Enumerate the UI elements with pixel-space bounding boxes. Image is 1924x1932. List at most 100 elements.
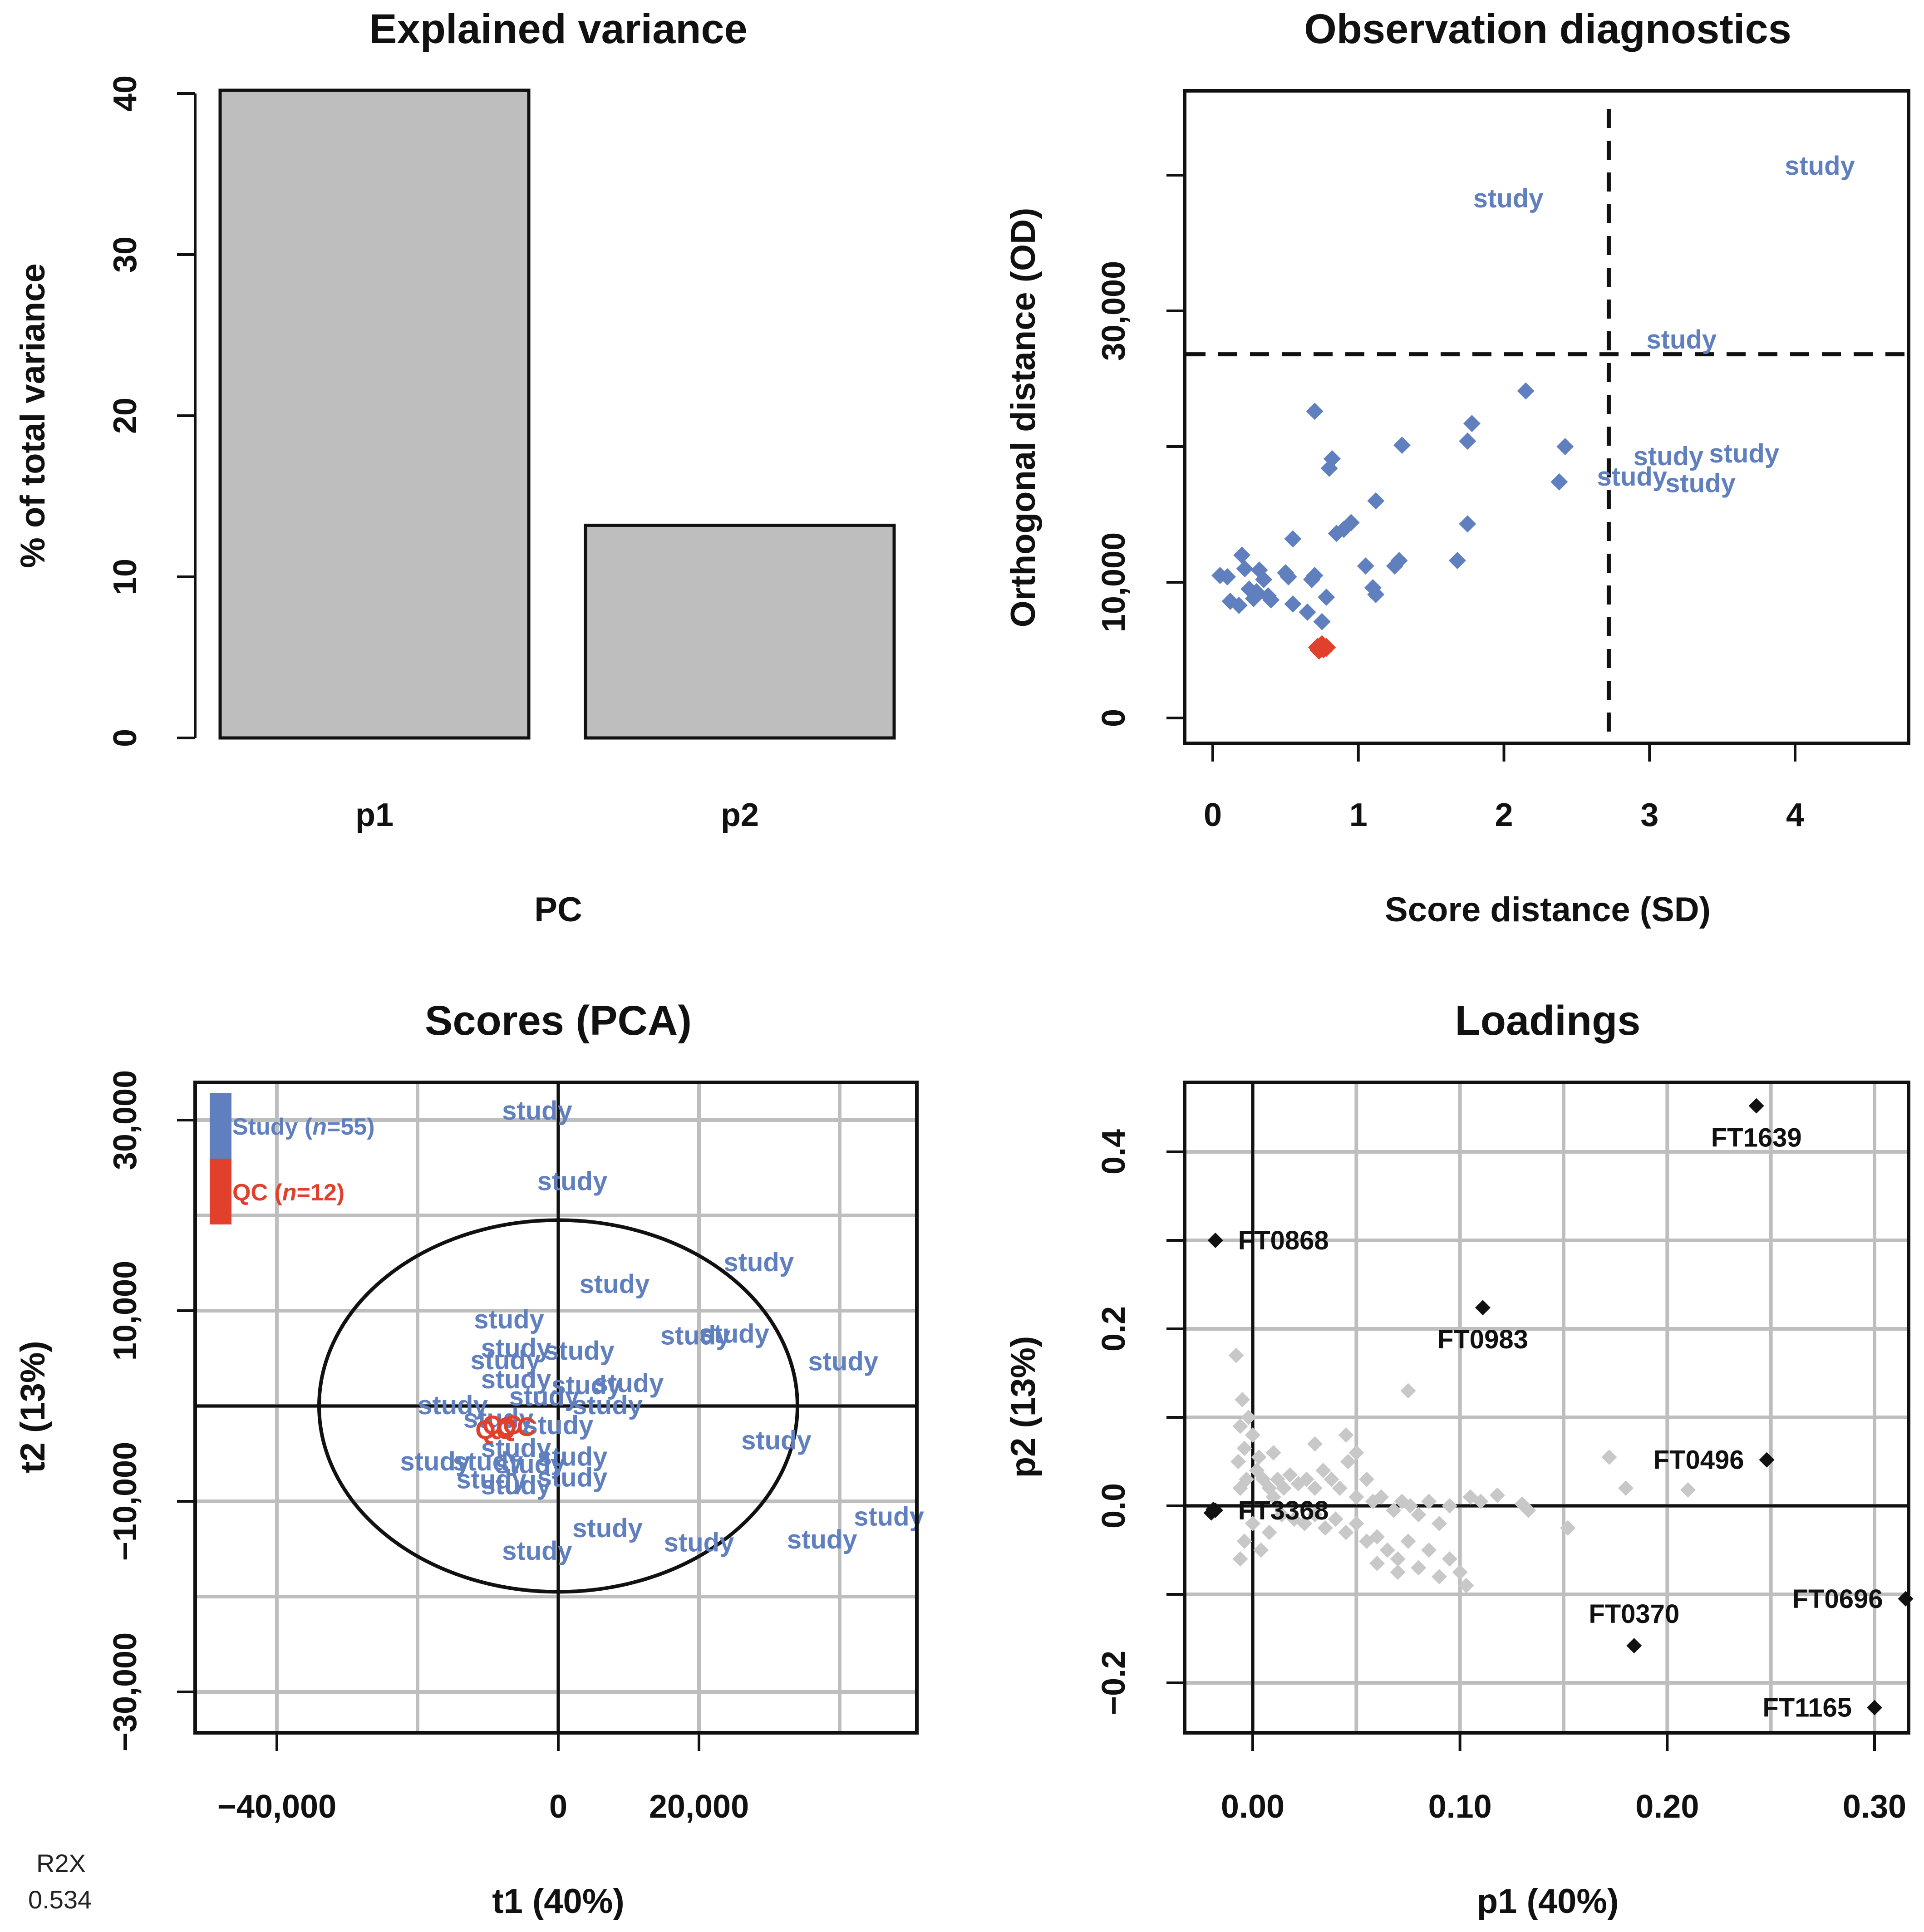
loading-label: FT0496	[1653, 1445, 1744, 1475]
x-ticks-explained-variance: p1 p2	[355, 797, 759, 833]
loading-label: FT3368	[1238, 1496, 1329, 1525]
study-point	[1556, 438, 1574, 455]
study-point	[1459, 515, 1476, 533]
y-axis-label-scores-pca: t2 (13%)	[14, 1341, 52, 1473]
panel-observation-diagnostics: Observation diagnostics studystudystudys…	[1004, 6, 1910, 929]
study-point	[1393, 437, 1411, 454]
loading-label: FT0868	[1238, 1226, 1329, 1255]
loading-label: FT0696	[1792, 1584, 1883, 1614]
loading-point	[1359, 1471, 1375, 1487]
study-label: study	[580, 1269, 650, 1299]
study-point	[1517, 382, 1535, 400]
y-tick-label: 0.0	[1096, 1483, 1132, 1529]
x-axis-label-loadings: p1 (40%)	[1477, 1882, 1619, 1921]
y-tick-label: 0	[107, 729, 143, 747]
loading-point	[1390, 1564, 1406, 1580]
y-tick-label: 30	[107, 236, 143, 273]
loading-point	[1265, 1445, 1281, 1460]
x-tick-label: 0.00	[1221, 1789, 1284, 1825]
study-label: study	[481, 1433, 551, 1463]
y-tick-label: 30,000	[107, 1070, 143, 1170]
x-tick-label: −40,000	[217, 1789, 336, 1825]
study-label: study	[854, 1502, 924, 1532]
study-label: study	[502, 1096, 572, 1126]
x-tick-label: 1	[1349, 797, 1368, 833]
legend-scores-pca: Study (n=55) QC (n=12)	[210, 1093, 375, 1224]
loading-point	[1340, 1454, 1356, 1470]
loading-point	[1274, 1507, 1289, 1523]
grid-loadings	[1186, 1084, 1907, 1731]
y-tick-label: −30,000	[107, 1632, 143, 1751]
labeled-loading-point	[1867, 1700, 1882, 1716]
loading-point	[1458, 1578, 1474, 1593]
loading-point	[1452, 1564, 1468, 1580]
x-axis-label-scores-pca: t1 (40%)	[492, 1882, 624, 1921]
study-point	[1306, 403, 1324, 420]
study-point	[1367, 585, 1385, 603]
x-tick-label: 20,000	[649, 1789, 749, 1825]
study-label: study	[594, 1369, 664, 1398]
y-tick-label: 0.4	[1096, 1129, 1132, 1175]
study-point	[1233, 546, 1251, 564]
hotelling-ellipse	[317, 1218, 799, 1594]
legend-label-qc: QC (n=12)	[232, 1180, 344, 1206]
study-point	[1448, 552, 1466, 570]
study-label: study	[1473, 184, 1544, 213]
loading-point	[1240, 1410, 1256, 1425]
loading-point	[1299, 1471, 1314, 1487]
x-ticks-scores-pca: −40,000 0 20,000	[217, 1733, 749, 1825]
study-label: study	[808, 1347, 878, 1376]
study-point	[1284, 595, 1302, 613]
loading-point	[1307, 1480, 1323, 1496]
x-axis-label-observation-diagnostics: Score distance (SD)	[1385, 890, 1711, 929]
study-point	[1357, 557, 1374, 575]
study-point	[1367, 492, 1385, 510]
loading-point	[1402, 1498, 1418, 1514]
study-point	[1284, 530, 1302, 548]
y-tick-label: 10,000	[1096, 532, 1132, 632]
loading-point	[1236, 1440, 1252, 1456]
study-point	[1550, 473, 1568, 491]
chart-title-scores-pca: Scores (PCA)	[425, 998, 692, 1044]
loading-label: FT1165	[1762, 1693, 1852, 1723]
study-label: study	[1646, 325, 1717, 354]
labeled-loading-point	[1475, 1300, 1491, 1316]
loading-point	[1373, 1489, 1389, 1505]
study-label: study	[453, 1447, 523, 1476]
loading-point	[1348, 1516, 1364, 1531]
chart-title-explained-variance: Explained variance	[369, 6, 748, 52]
loading-point	[1411, 1560, 1427, 1576]
loading-point	[1369, 1555, 1385, 1571]
loading-point	[1560, 1520, 1576, 1536]
loading-point	[1265, 1489, 1281, 1505]
study-label: study	[481, 1333, 551, 1363]
study-label: study	[1709, 439, 1779, 468]
loading-point	[1232, 1551, 1248, 1567]
loading-point	[1411, 1507, 1427, 1523]
study-point	[1463, 415, 1481, 433]
y-tick-label: 30,000	[1096, 261, 1132, 361]
loading-point	[1282, 1467, 1298, 1483]
loading-point	[1324, 1471, 1339, 1487]
y-tick-label: 10,000	[107, 1261, 143, 1361]
chart-title-observation-diagnostics: Observation diagnostics	[1304, 6, 1791, 52]
x-tick-label: 2	[1495, 797, 1513, 833]
study-point	[1313, 613, 1331, 630]
study-label: study	[787, 1525, 857, 1554]
loading-point	[1245, 1516, 1260, 1531]
grid-scores-pca	[197, 1084, 915, 1731]
loading-point	[1317, 1520, 1333, 1536]
study-label: study	[572, 1391, 643, 1420]
score-labels: studystudystudystudystudystudystudystudy…	[400, 1096, 924, 1566]
legend-label-study: Study (n=55)	[232, 1114, 375, 1140]
study-label: study	[537, 1463, 608, 1493]
loading-label: FT1639	[1711, 1123, 1802, 1153]
y-tick-label: −10,000	[107, 1442, 143, 1561]
plot-frame-scores-pca	[193, 1081, 919, 1735]
unlabeled-loadings	[1228, 1347, 1696, 1593]
loading-point	[1338, 1524, 1354, 1540]
x-tick-label: p1	[355, 797, 394, 833]
loading-point	[1328, 1511, 1343, 1527]
x-axis-label-explained-variance: PC	[534, 890, 582, 929]
